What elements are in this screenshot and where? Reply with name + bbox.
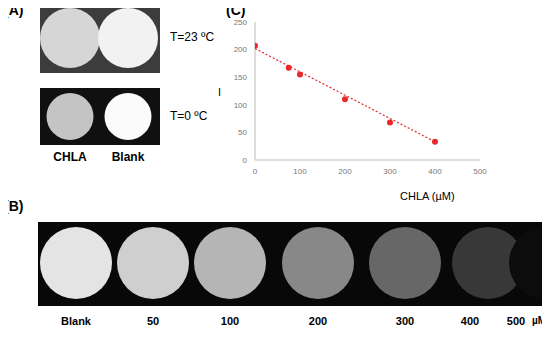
html-text:Blank: Blank bbox=[61, 315, 91, 327]
html-text:(C): (C) bbox=[226, 2, 246, 18]
html-text:(A): (A) bbox=[4, 2, 24, 18]
svg-text:300: 300 bbox=[383, 167, 397, 176]
svg-text:100: 100 bbox=[293, 167, 307, 176]
svg-text:0: 0 bbox=[243, 156, 248, 165]
html-text:200: 200 bbox=[308, 315, 328, 327]
svg-text:50: 50 bbox=[238, 128, 247, 137]
svg-text:200: 200 bbox=[338, 167, 352, 176]
html-text:400: 400 bbox=[460, 315, 480, 327]
svg-text:400: 400 bbox=[428, 167, 442, 176]
html-text:I: I bbox=[218, 86, 222, 98]
svg-text:250: 250 bbox=[234, 18, 248, 27]
html-text:Blank: Blank bbox=[111, 150, 145, 164]
html-text:CHLA (µM): CHLA (µM) bbox=[400, 190, 455, 202]
html-text:50: 50 bbox=[146, 315, 160, 327]
html-text:T=23 ºC: T=23 ºC bbox=[170, 30, 215, 44]
html-text:100: 100 bbox=[220, 315, 240, 327]
html-text:500: 500 bbox=[506, 315, 526, 327]
html-text:T=0 ºC: T=0 ºC bbox=[170, 108, 208, 123]
html-text:CHLA: CHLA bbox=[53, 150, 87, 164]
svg-text:500: 500 bbox=[473, 167, 487, 176]
svg-text:100: 100 bbox=[234, 101, 248, 110]
svg-text:200: 200 bbox=[234, 45, 248, 54]
html-text:µM: µM bbox=[532, 315, 547, 326]
svg-text:0: 0 bbox=[253, 167, 258, 176]
html-text:300: 300 bbox=[395, 315, 415, 327]
svg-text:150: 150 bbox=[234, 73, 248, 82]
html-text:(B): (B) bbox=[4, 198, 24, 214]
